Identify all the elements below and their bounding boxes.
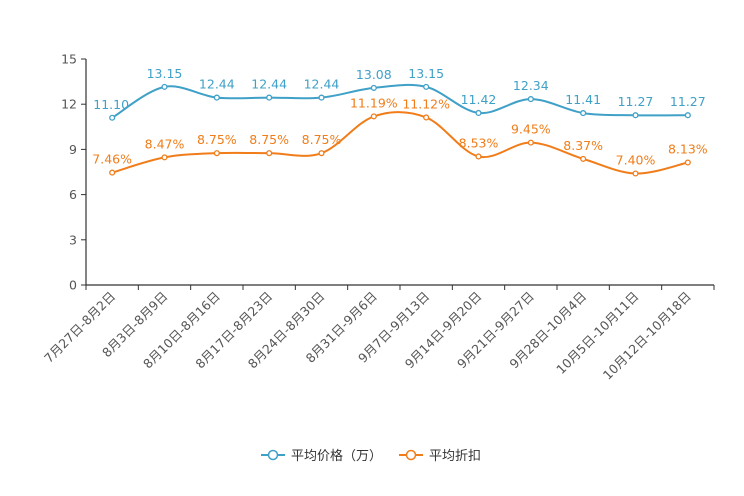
series-1-data-label: 9.45% [511,122,551,137]
series-line-0 [111,83,688,119]
series-0-point[interactable] [370,84,377,91]
series-0-data-label: 13.15 [147,66,183,81]
series-1-point[interactable] [109,169,116,176]
series-0-data-label: 11.27 [618,94,654,109]
series-1-data-label: 8.75% [302,132,342,147]
series-0-data-label: 11.27 [670,94,706,109]
y-tick-label: 12 [61,97,77,112]
y-tick-label: 3 [69,232,77,247]
series-1-data-label: 8.47% [145,136,185,151]
y-tick-label: 6 [69,187,77,202]
series-1-point[interactable] [423,114,430,121]
series-1-data-label: 11.19% [350,95,398,110]
series-1-data-label: 7.46% [92,152,132,167]
series-1-point[interactable] [632,170,639,177]
series-1-data-label: 8.53% [459,135,499,150]
y-tick-label: 0 [69,278,77,293]
series-1-point[interactable] [213,150,220,157]
series-0-point[interactable] [475,109,482,116]
series-0-data-label: 12.44 [199,77,235,92]
series-1-point[interactable] [318,150,325,157]
y-tick-label: 9 [69,142,77,157]
series-1-point[interactable] [161,154,168,161]
series-0-data-label: 13.15 [408,66,444,81]
legend-item-0[interactable]: 平均价格（万） [261,448,382,464]
legend-marker [405,449,417,461]
y-tick-label: 15 [61,52,77,67]
series-1-point[interactable] [580,155,587,162]
series-0-point[interactable] [318,94,325,101]
series-0-point[interactable] [109,114,116,121]
legend[interactable]: 平均价格（万） 平均折扣 [261,448,481,464]
series-1-point[interactable] [527,139,534,146]
series-1-data-label: 8.75% [197,132,237,147]
legend-marker [267,449,279,461]
series-0-data-label: 13.08 [356,67,392,82]
series-0-point[interactable] [213,94,220,101]
series-0-point[interactable] [161,83,168,90]
series-0-point[interactable] [266,94,273,101]
series-1-point[interactable] [370,113,377,120]
series-1-data-label: 11.12% [402,96,450,111]
series-1-point[interactable] [475,153,482,160]
series-0-data-label: 12.44 [251,77,287,92]
series-0-data-label: 12.34 [513,78,549,93]
series-1-point[interactable] [684,159,691,166]
series-0-data-label: 11.41 [565,92,601,107]
x-tick-label: 10月12日-10月18日 [600,289,694,383]
series-1-point[interactable] [266,150,273,157]
series-1-data-label: 8.13% [668,142,708,157]
series-0-data-label: 12.44 [304,77,340,92]
series-1-data-label: 8.37% [563,138,603,153]
series-0-point[interactable] [423,83,430,90]
series-0-point[interactable] [527,96,534,103]
series-0-point[interactable] [684,112,691,119]
legend-item-1[interactable]: 平均折扣 [399,449,481,464]
legend-label: 平均价格（万） [291,448,382,464]
series-layer [109,83,691,177]
series-0-data-label: 11.10 [93,97,129,112]
series-0-data-label: 11.42 [461,92,497,107]
series-1-data-label: 7.40% [616,153,656,168]
data-labels: 11.10 13.15 12.44 12.44 12.44 13.08 13.15 11.42… [92,66,707,168]
series-1-data-label: 8.75% [249,132,289,147]
series-0-point[interactable] [580,110,587,117]
series-0-point[interactable] [632,112,639,119]
legend-label: 平均折扣 [429,449,481,464]
